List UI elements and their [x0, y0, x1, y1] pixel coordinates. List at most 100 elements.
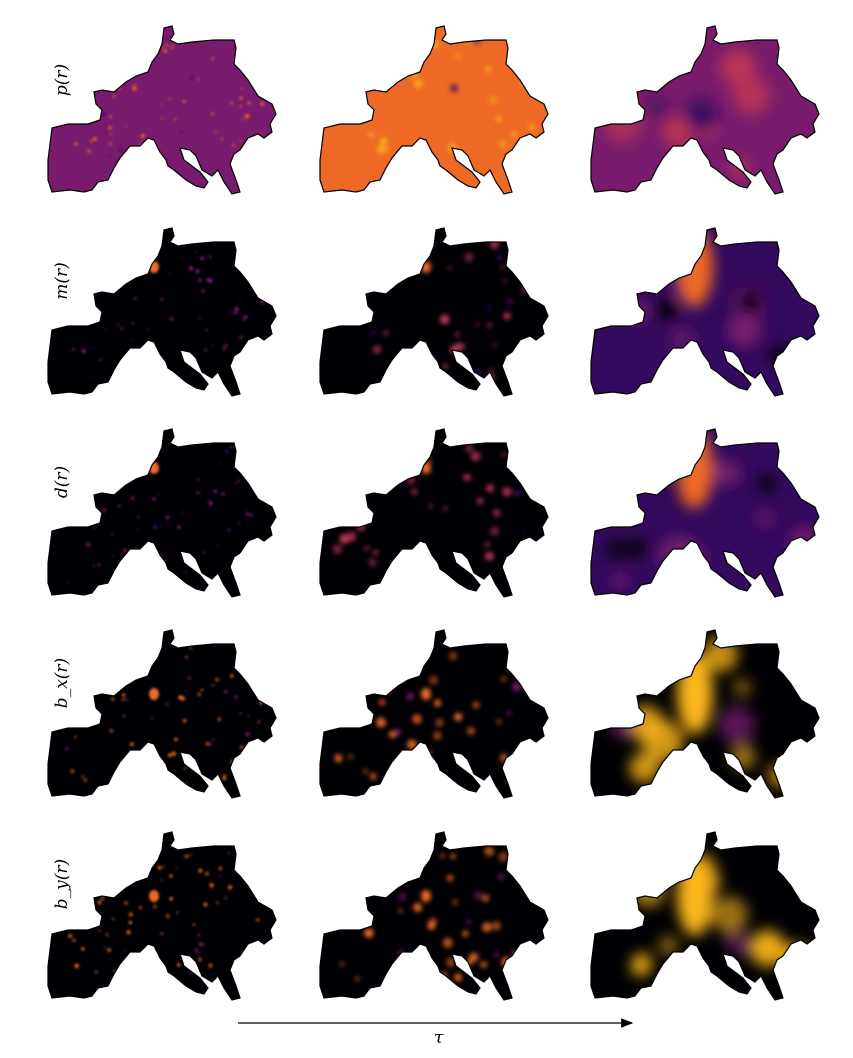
- map-spot: [111, 532, 114, 536]
- map-spot: [147, 327, 150, 331]
- map-spot: [442, 363, 448, 370]
- map-spot: [138, 906, 142, 910]
- map-spot: [394, 728, 402, 736]
- map-spot: [164, 558, 167, 561]
- map-spot: [74, 735, 77, 739]
- map-spot: [130, 496, 135, 500]
- map-spot: [198, 943, 201, 946]
- map-spot: [160, 552, 164, 556]
- map-spot: [111, 697, 115, 701]
- map-spot: [230, 674, 234, 678]
- map-panel-d-col-1: [47, 428, 277, 598]
- map-spot: [105, 933, 109, 937]
- map-spot: [230, 101, 234, 105]
- map-spot: [102, 112, 106, 116]
- map-spot: [398, 908, 403, 913]
- map-spot: [355, 976, 360, 981]
- map-spot: [482, 922, 492, 933]
- map-spot: [196, 491, 200, 495]
- map-spot: [152, 524, 158, 530]
- map-spot: [126, 930, 131, 935]
- map-spot: [449, 651, 458, 661]
- map-spot: [168, 97, 171, 101]
- map-spot: [199, 942, 205, 948]
- map-spot: [257, 720, 261, 724]
- map-spot: [455, 342, 464, 351]
- map-panel-bx-col-1: [47, 629, 277, 799]
- map-spot: [70, 768, 75, 774]
- map-spot: [74, 963, 80, 969]
- map-spot: [203, 902, 208, 907]
- map-spot: [498, 140, 508, 149]
- map-spot: [167, 753, 172, 758]
- map-spot: [189, 647, 192, 650]
- map-spot: [487, 322, 492, 328]
- map-spot: [450, 853, 456, 859]
- map-panel-m-col-1: [47, 227, 277, 397]
- map-spot: [371, 330, 377, 336]
- map-spot: [485, 304, 493, 313]
- map-spot: [191, 372, 194, 375]
- map-spot: [234, 482, 237, 485]
- map-spot: [204, 871, 210, 876]
- map-outline: [590, 227, 820, 397]
- map-spot: [112, 94, 116, 99]
- map-spot: [117, 323, 120, 326]
- map-spot: [81, 348, 87, 354]
- map-spot: [133, 83, 136, 87]
- map-spot: [497, 873, 505, 881]
- map-spot: [604, 537, 629, 562]
- map-spot: [206, 277, 212, 283]
- map-spot: [102, 508, 107, 513]
- map-spot: [465, 918, 472, 926]
- map-spot: [86, 148, 92, 154]
- map-spot: [151, 496, 156, 501]
- map-spot: [455, 53, 461, 60]
- map-spot: [511, 131, 518, 138]
- map-spot: [72, 938, 76, 942]
- map-spot: [182, 511, 185, 514]
- map-spot: [159, 524, 162, 527]
- map-spot: [198, 868, 203, 873]
- map-spot: [502, 486, 512, 497]
- map-spot: [452, 899, 458, 906]
- map-spot: [192, 923, 196, 926]
- map-spot: [737, 291, 762, 315]
- map-spot: [203, 551, 206, 554]
- map-spot: [406, 692, 414, 701]
- map-spot: [171, 751, 177, 757]
- map-spot: [92, 564, 95, 568]
- map-spot: [454, 712, 463, 722]
- map-outline: [590, 428, 820, 598]
- map-panel-by-col-2: [319, 831, 549, 1001]
- map-spot: [714, 459, 741, 487]
- map-panel-m-col-2: [319, 227, 549, 397]
- map-spot: [222, 346, 227, 351]
- map-spot: [625, 537, 648, 559]
- map-spot: [492, 509, 501, 517]
- map-spot: [218, 874, 222, 877]
- map-spot: [238, 301, 241, 304]
- map-spot: [173, 737, 178, 742]
- map-spot: [500, 676, 507, 682]
- map-spot: [446, 874, 453, 881]
- map-spot: [205, 741, 210, 746]
- map-spot: [223, 896, 228, 900]
- map-spot: [470, 451, 481, 462]
- map-spot: [239, 712, 242, 715]
- map-spot: [489, 95, 498, 105]
- map-spot: [121, 697, 126, 702]
- map-spot: [217, 718, 221, 721]
- map-spot: [434, 699, 442, 707]
- map-spot: [221, 492, 225, 496]
- map-spot: [92, 137, 97, 141]
- map-spot: [379, 699, 386, 706]
- map-spot: [234, 306, 239, 311]
- map-spot: [122, 714, 126, 718]
- map-spot: [71, 347, 75, 352]
- map-spot: [124, 901, 128, 905]
- map-spot: [234, 694, 239, 700]
- map-panel-d-col-2: [319, 428, 549, 598]
- map-spot: [435, 718, 444, 727]
- map-spot: [727, 313, 762, 347]
